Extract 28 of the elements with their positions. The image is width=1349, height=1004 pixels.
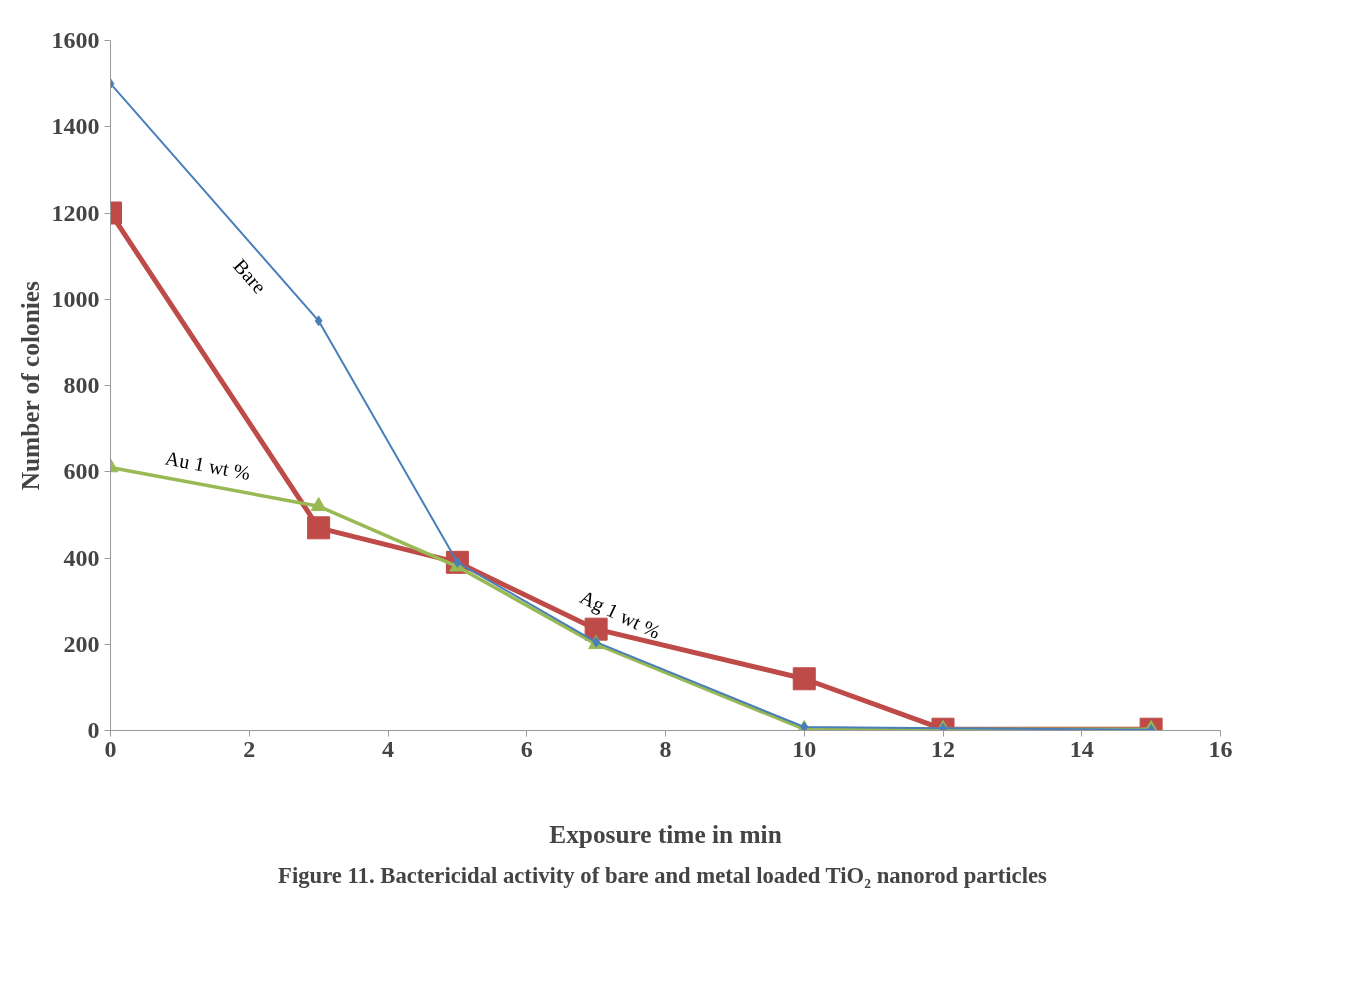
y-tick-label: 800 xyxy=(63,372,100,398)
x-tick-label: 6 xyxy=(520,735,533,762)
x-tick-label: 0 xyxy=(104,735,117,762)
y-tick-label: 600 xyxy=(63,458,100,485)
x-axis-title: Exposure time in min xyxy=(549,819,782,848)
x-tick-label: 14 xyxy=(1069,735,1094,762)
x-tick-label: 10 xyxy=(792,735,817,762)
y-tick-label: 200 xyxy=(63,630,100,657)
point xyxy=(800,721,809,731)
y-tick-label: 1000 xyxy=(51,285,100,312)
text: Ag 1 wt % xyxy=(576,585,664,644)
x-tick-label: 16 xyxy=(1208,735,1233,762)
x-tick-label: 4 xyxy=(382,735,394,762)
point xyxy=(307,516,331,540)
x-tick-label: 12 xyxy=(931,735,955,762)
text: Figure 11. Bactericidal activity of bare and metal loaded TiO₂ nanorod particles xyxy=(278,862,1047,888)
text: Au 1 wt % xyxy=(163,446,253,484)
y-tick-label: 0 xyxy=(87,717,100,743)
y-axis-title: Number of colonies xyxy=(15,281,44,491)
y-tick-label: 1200 xyxy=(51,199,100,226)
x-tick-label: 8 xyxy=(659,735,672,762)
point xyxy=(584,617,608,641)
y-tick-label: 400 xyxy=(63,544,100,571)
y-tick-label: 1400 xyxy=(51,113,100,140)
x-tick-label: 2 xyxy=(243,735,256,762)
point xyxy=(314,315,323,327)
y-tick-label: 1600 xyxy=(51,27,100,53)
point xyxy=(310,497,327,512)
